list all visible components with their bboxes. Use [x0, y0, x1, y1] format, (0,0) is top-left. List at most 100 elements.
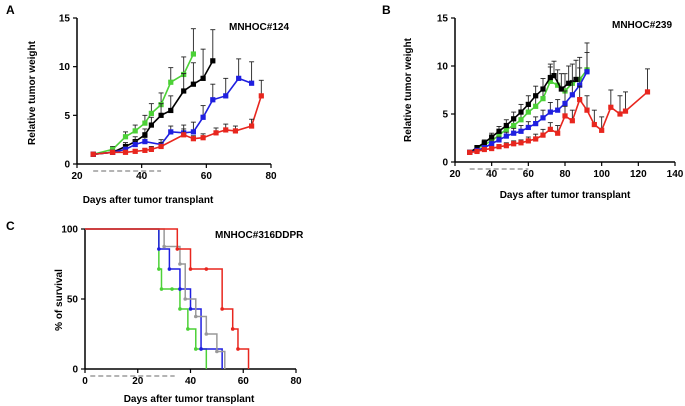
- panel-b-point-red: [503, 143, 509, 149]
- panel-b-y-tick-label: 10: [437, 62, 449, 73]
- panel-b-point-red: [525, 138, 531, 144]
- panel-a-point-blue: [236, 75, 242, 81]
- panel-b-x-tick-label: 80: [559, 169, 571, 180]
- panel-b-point-black: [511, 116, 517, 122]
- panel-c-censor-red: [204, 267, 209, 271]
- panel-a-point-blue: [223, 93, 229, 99]
- panel-c-xlabel: Days after tumor transplant: [124, 394, 255, 405]
- panel-b-point-blue: [525, 124, 531, 131]
- panel-b-point-green: [525, 109, 531, 115]
- panel-b-point-black: [525, 101, 531, 107]
- panel-c-censor-gray: [183, 297, 188, 301]
- panel-b-point-blue: [584, 69, 590, 75]
- panel-a-point-blue: [249, 80, 255, 86]
- panel-b-point-green: [533, 103, 539, 109]
- panel-b-point-red: [547, 126, 553, 132]
- panel-a-point-red: [132, 148, 138, 154]
- panel-b-point-green: [547, 78, 553, 84]
- panel-c-censor-red: [220, 307, 224, 311]
- panel-a-point-blue: [190, 129, 196, 135]
- panel-c-censor-red: [230, 327, 235, 331]
- panel-b-y-tick-label: 0: [442, 158, 448, 169]
- panel-b-series-black: [467, 59, 579, 155]
- panel-a-x-tick-label: 60: [201, 171, 213, 182]
- panel-c-x-tick-label: 20: [132, 376, 144, 387]
- panel-b-point-red: [577, 97, 583, 103]
- panel-b-point-blue: [533, 121, 539, 127]
- panel-b-point-red: [540, 132, 546, 138]
- panel-b-point-blue: [503, 133, 509, 139]
- panel-a-point-blue: [168, 129, 174, 135]
- panel-a-point-green: [190, 51, 196, 57]
- panel-c-x-tick-label: 80: [290, 376, 302, 387]
- panel-a-point-green: [142, 120, 148, 126]
- panel-c-y-tick-label: 100: [61, 225, 78, 236]
- panel-b-point-green: [503, 126, 509, 132]
- panel-b-point-red: [617, 111, 623, 117]
- panel-a-point-red: [258, 93, 264, 99]
- panel-b-point-blue: [547, 109, 553, 115]
- panel-a-point-green: [132, 128, 138, 134]
- panel-a-point-black: [142, 132, 148, 138]
- panel-b-point-red: [555, 130, 561, 136]
- panel-letter-a: A: [6, 3, 15, 17]
- panel-a-point-red: [158, 143, 164, 150]
- panel-c-survival-gray: [85, 228, 226, 369]
- panel-c-x-tick-label: 0: [82, 376, 88, 387]
- panel-a-ylabel: Relative tumor weight: [27, 40, 38, 145]
- panel-c-survival-red: [85, 228, 250, 369]
- panel-b-point-black: [518, 109, 524, 115]
- panel-b-point-black: [540, 86, 546, 92]
- panel-a-point-green: [122, 134, 129, 140]
- panel-b-point-red: [608, 104, 614, 110]
- panel-b-y-tick-label: 5: [442, 110, 448, 121]
- panel-c-censor-blue: [167, 267, 172, 271]
- panel-b-point-blue: [540, 115, 546, 121]
- panel-b-x-tick-label: 40: [486, 169, 498, 180]
- panel-a-xlabel: Days after tumor transplant: [83, 195, 214, 206]
- panel-c-ylabel: % of survival: [54, 269, 65, 331]
- panel-letter-b: B: [382, 3, 391, 17]
- panel-a-x-tick-label: 40: [136, 171, 148, 182]
- panel-c-x-tick-label: 40: [185, 376, 197, 387]
- panel-a-point-black: [210, 58, 216, 64]
- panel-b-point-green: [518, 117, 524, 123]
- panel-b-point-black: [551, 73, 557, 79]
- panel-a-line-blue: [93, 77, 252, 156]
- panel-b-point-red: [511, 141, 517, 147]
- panel-b-point-red: [481, 146, 487, 153]
- panel-b-point-black: [474, 145, 480, 151]
- panel-b-x-tick-label: 20: [449, 169, 461, 180]
- panel-b-point-red: [622, 108, 629, 114]
- panel-a-series-red: [90, 79, 264, 157]
- panel-b-point-black: [573, 76, 579, 83]
- panel-a-point-red: [148, 146, 154, 152]
- panel-c-censor-green: [193, 347, 198, 351]
- panel-a-chart: MNHOC#124 Days after tumor transplant Re…: [27, 14, 289, 207]
- panel-b-point-black: [533, 93, 539, 99]
- panel-a-point-black: [148, 122, 154, 128]
- panel-b-point-blue: [569, 92, 575, 98]
- panel-c-censor-gray: [193, 314, 198, 319]
- panel-b-point-black: [566, 80, 572, 86]
- panel-c-censor-red: [188, 267, 193, 271]
- panel-c-censor-blue: [157, 247, 161, 251]
- panel-b-point-black: [496, 128, 502, 134]
- panel-b-point-red: [467, 149, 473, 155]
- panel-c-censor-red: [175, 247, 180, 251]
- panel-b-point-blue: [511, 130, 517, 136]
- panel-a-point-red: [190, 136, 196, 142]
- panel-a-x-tick-label: 20: [71, 171, 83, 182]
- panel-c-censor-green: [186, 327, 190, 331]
- panel-b-point-red: [518, 140, 524, 146]
- panel-a-point-red: [90, 151, 96, 157]
- panel-b-point-red: [584, 107, 590, 113]
- panel-c-censor-green: [170, 287, 174, 291]
- panel-b-x-tick-label: 60: [523, 169, 535, 180]
- panel-b-y-tick-label: 15: [437, 14, 449, 25]
- panel-b-chart: MNHOC#239 Days after tumor transplant Re…: [403, 14, 684, 202]
- panel-a-point-blue: [200, 114, 206, 120]
- panel-a-point-blue: [210, 97, 216, 103]
- panel-a-point-blue: [132, 141, 138, 148]
